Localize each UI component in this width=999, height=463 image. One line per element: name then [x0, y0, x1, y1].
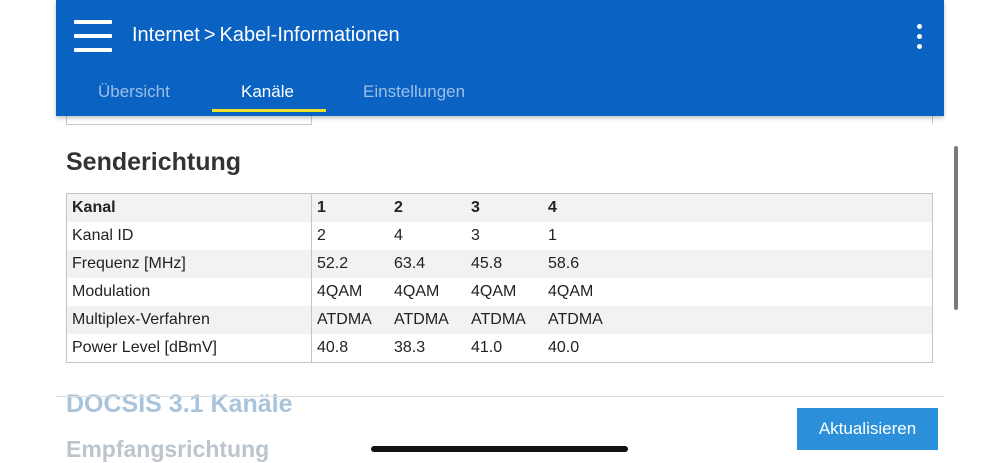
table-cell: 2 [389, 193, 466, 222]
next-section-title: DOCSIS 3.1 Kanäle [66, 390, 293, 418]
table-cell: 52.2 [311, 250, 389, 278]
table-cell: 1 [311, 193, 389, 222]
tab-uebersicht[interactable]: Übersicht [98, 82, 170, 101]
table-cell-label: Modulation [66, 278, 312, 306]
table-cell-label: Multiplex-Verfahren [66, 306, 312, 334]
footer-divider [56, 396, 944, 397]
table-cell-label: Kanal [66, 193, 312, 222]
more-vertical-icon[interactable] [914, 24, 924, 50]
table-cell: 3 [466, 193, 543, 222]
breadcrumb-current: Kabel-Informationen [219, 24, 400, 46]
breadcrumb-parent[interactable]: Internet [132, 24, 200, 46]
table-cell: 45.8 [466, 250, 543, 278]
previous-table-border [932, 112, 933, 124]
table-cell: 41.0 [466, 334, 543, 363]
table-row: Frequenz [MHz] 52.2 63.4 45.8 58.6 [66, 250, 933, 278]
table-cell: 4 [389, 222, 466, 250]
table-cell: 2 [311, 222, 389, 250]
home-indicator[interactable] [371, 446, 628, 452]
scrollbar[interactable] [954, 146, 958, 310]
table-cell: 1 [543, 222, 933, 250]
table-cell: 3 [466, 222, 543, 250]
active-tab-indicator [212, 109, 326, 112]
table-cell: 4QAM [311, 278, 389, 306]
table-cell: ATDMA [543, 306, 933, 334]
table-row: Modulation 4QAM 4QAM 4QAM 4QAM [66, 278, 933, 306]
table-cell: 4 [543, 193, 933, 222]
table-header-row: Kanal 1 2 3 4 [66, 193, 933, 222]
table-row: Kanal ID 2 4 3 1 [66, 222, 933, 250]
table-cell-label: Power Level [dBmV] [66, 334, 312, 363]
table-cell-label: Frequenz [MHz] [66, 250, 312, 278]
table-cell: 4QAM [466, 278, 543, 306]
table-cell: ATDMA [389, 306, 466, 334]
table-cell: ATDMA [466, 306, 543, 334]
table-cell-label: Kanal ID [66, 222, 312, 250]
table-cell: 40.0 [543, 334, 933, 363]
next-section-subtitle: Empfangsrichtung [66, 436, 270, 462]
app-header: Internet > Kabel-Informationen Übersicht K… [56, 0, 944, 116]
table-cell: 4QAM [389, 278, 466, 306]
refresh-button[interactable]: Aktualisieren [797, 408, 938, 450]
breadcrumb: Internet > Kabel-Informationen [132, 24, 400, 47]
hamburger-menu-icon[interactable] [74, 20, 112, 52]
table-cell: 63.4 [389, 250, 466, 278]
section-title: Senderichtung [66, 148, 242, 176]
table-row: Multiplex-Verfahren ATDMA ATDMA ATDMA AT… [66, 306, 933, 334]
table-cell: 58.6 [543, 250, 933, 278]
table-cell: ATDMA [311, 306, 389, 334]
table-cell: 40.8 [311, 334, 389, 363]
tab-einstellungen[interactable]: Einstellungen [363, 82, 466, 101]
tab-kanaele[interactable]: Kanäle [241, 82, 294, 101]
table-cell: 4QAM [543, 278, 933, 306]
table-row: Power Level [dBmV] 40.8 38.3 41.0 40.0 [66, 334, 933, 363]
breadcrumb-separator: > [203, 24, 216, 46]
upstream-channel-table: Kanal 1 2 3 4 Kanal ID 2 4 3 1 Frequenz … [66, 193, 933, 363]
table-cell: 38.3 [389, 334, 466, 363]
